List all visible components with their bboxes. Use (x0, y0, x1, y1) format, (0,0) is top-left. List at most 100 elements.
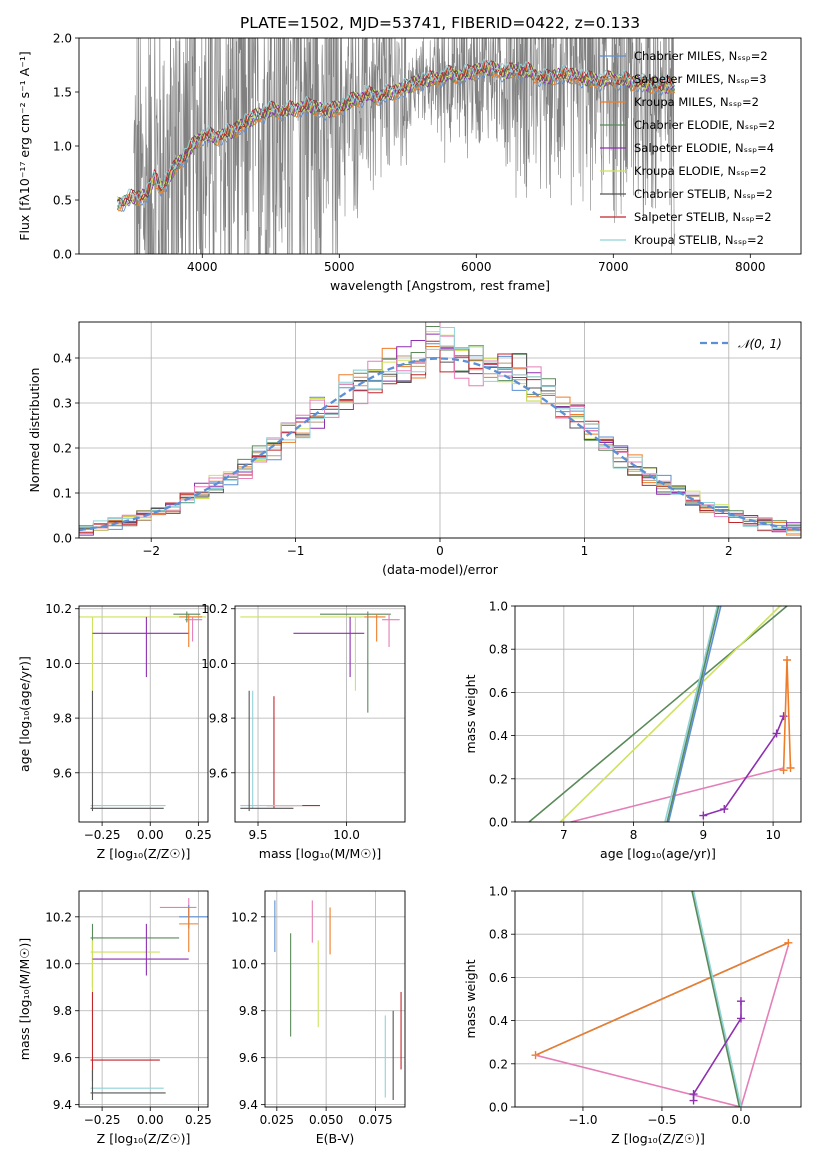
x-axis-label: age [log₁₀(age/yr)] (600, 846, 716, 861)
weight-marker (689, 1090, 698, 1099)
y-tick-label: 2.0 (53, 32, 72, 46)
grid (515, 890, 801, 1108)
x-tick-label: 0.00 (137, 828, 164, 842)
y-axis-label: Normed distribution (27, 368, 42, 493)
x-axis-label: mass [log₁₀(M/M☉)] (259, 846, 381, 861)
spectrum-panel: 4000 5000 6000 7000 8000 0.0 0.5 1.0 1.5 2.0 wavel… (17, 32, 802, 293)
y-tick-label: 0.0 (53, 532, 72, 546)
x-tick-label: 8000 (735, 260, 766, 274)
axes-frame (78, 605, 209, 823)
weight-line (691, 890, 741, 1108)
x-tick-label: 7000 (598, 260, 629, 274)
y-tick-label: 9.6 (209, 766, 228, 780)
weight-marker (699, 811, 708, 820)
errorbar-salpeter-stelib (90, 991, 160, 1082)
weight-line (703, 715, 785, 817)
errorbar-chabrier-miles (179, 905, 208, 929)
mass-vs-ebv-panel: 0.025 0.050 0.075 9.4 9.6 9.8 10.0 10.2 E(B-V) (231, 890, 406, 1146)
y-tick-label: 1.0 (489, 600, 508, 614)
plot-area (240, 611, 400, 812)
plot-area (274, 900, 402, 1100)
errorbar-kroupa-miles (179, 907, 199, 953)
x-tick-label: 9.5 (248, 828, 267, 842)
x-tick-label: 10 (765, 828, 780, 842)
axes-frame (514, 890, 802, 1108)
grid (235, 606, 405, 822)
y-tick-label: 10.2 (45, 910, 72, 924)
x-tick-label: 0 (436, 544, 444, 558)
x-tick-label: 0.00 (137, 1113, 164, 1127)
errorbar-pink (381, 614, 400, 648)
plot-area (79, 611, 207, 812)
legend-label: Kroupa MILES, Nₛₛₚ=2 (634, 95, 759, 109)
y-tick-label: 0.0 (489, 1101, 508, 1115)
x-axis-label: wavelength [Angstrom, rest frame] (330, 278, 550, 293)
weight-marker (736, 997, 745, 1006)
x-tick-label: 5000 (324, 260, 355, 274)
y-tick-label: 0.8 (489, 928, 508, 942)
y-tick-label: 0.0 (53, 248, 72, 262)
weight-line (535, 942, 789, 1056)
residual-histogram-panel: −2 −1 0 1 2 0.0 0.1 0.2 0.3 0.4 (data-model)/error… (27, 321, 802, 577)
y-axis-label: Flux [fλ10⁻¹⁷ erg cm⁻² s⁻¹ A⁻¹] (17, 51, 32, 240)
errorbar-chabrier-stelib (90, 690, 164, 812)
y-tick-label: 10.0 (45, 657, 72, 671)
x-tick-label: 0.075 (358, 1113, 392, 1127)
weight-line-chabrier-miles (667, 605, 722, 823)
y-tick-label: 9.6 (53, 766, 72, 780)
weight-line (667, 605, 722, 823)
x-tick-label: 10.0 (333, 828, 360, 842)
y-axis-label: mass [log₁₀(M/M☉)] (17, 938, 32, 1060)
x-tick-label: 9 (700, 828, 708, 842)
x-tick-label: 0.025 (260, 1113, 294, 1127)
legend-label: 𝒩(0, 1) (738, 337, 782, 351)
y-tick-label: 9.8 (239, 1004, 258, 1018)
x-tick-label: 0.0 (731, 1113, 750, 1127)
x-tick-label: 7 (560, 828, 568, 842)
y-tick-label: 0.4 (489, 1014, 508, 1028)
y-tick-label: 0.6 (489, 971, 508, 985)
errorbar-kroupa-elodie (79, 616, 207, 691)
plot-area (79, 322, 801, 536)
legend-label: Chabrier STELIB, Nₛₛₚ=2 (634, 187, 773, 201)
errorbar-salpeter-elodie (92, 923, 189, 976)
errorbar-chabrier-stelib (240, 690, 294, 812)
legend-label: Salpeter STELIB, Nₛₛₚ=2 (634, 210, 772, 224)
y-tick-label: 1.0 (53, 140, 72, 154)
x-tick-label: −2 (142, 544, 160, 558)
y-tick-label: 9.8 (209, 712, 228, 726)
weight-line-kroupa-stelib (664, 605, 719, 823)
weight-line (666, 605, 720, 823)
x-tick-label: 6000 (461, 260, 492, 274)
model-spectrum-kroupa-miles (116, 63, 676, 212)
weight-line-salpeter-elodie (689, 997, 745, 1105)
model-spectrum-kroupa-stelib (116, 58, 676, 207)
legend-label: Chabrier ELODIE, Nₛₛₚ=2 (634, 118, 775, 132)
axes-frame (264, 890, 406, 1108)
legend-label: Kroupa STELIB, Nₛₛₚ=2 (634, 233, 764, 247)
y-tick-label: 0.4 (53, 352, 72, 366)
y-tick-label: 10.2 (45, 602, 72, 616)
errorbar-salpeter-elodie (92, 616, 189, 678)
grid (265, 891, 405, 1107)
weight-marker (786, 764, 795, 772)
errorbar-kroupa-elodie (90, 940, 160, 1028)
axes-frame (514, 605, 802, 823)
errorbar-kroupa-stelib (90, 1069, 164, 1100)
weight-line (528, 605, 788, 823)
errorbar-chabrier-elodie (173, 611, 201, 623)
y-tick-label: 0.2 (489, 1057, 508, 1071)
y-tick-label: 0.6 (489, 686, 508, 700)
weight-line (782, 659, 792, 771)
legend-label: Chabrier MILES, Nₛₛₚ=2 (634, 49, 768, 63)
weight-line-pink (570, 767, 784, 823)
y-tick-label: 0.5 (53, 194, 72, 208)
y-tick-label: 9.6 (53, 1051, 72, 1065)
y-tick-label: 10.2 (231, 910, 258, 924)
x-tick-label: 0.25 (185, 1113, 212, 1127)
x-tick-label: 4000 (187, 260, 218, 274)
y-axis-label: age [log₁₀(age/yr)] (17, 656, 32, 772)
errorbar-salpeter-elodie (293, 616, 365, 678)
y-tick-label: 10.0 (45, 957, 72, 971)
